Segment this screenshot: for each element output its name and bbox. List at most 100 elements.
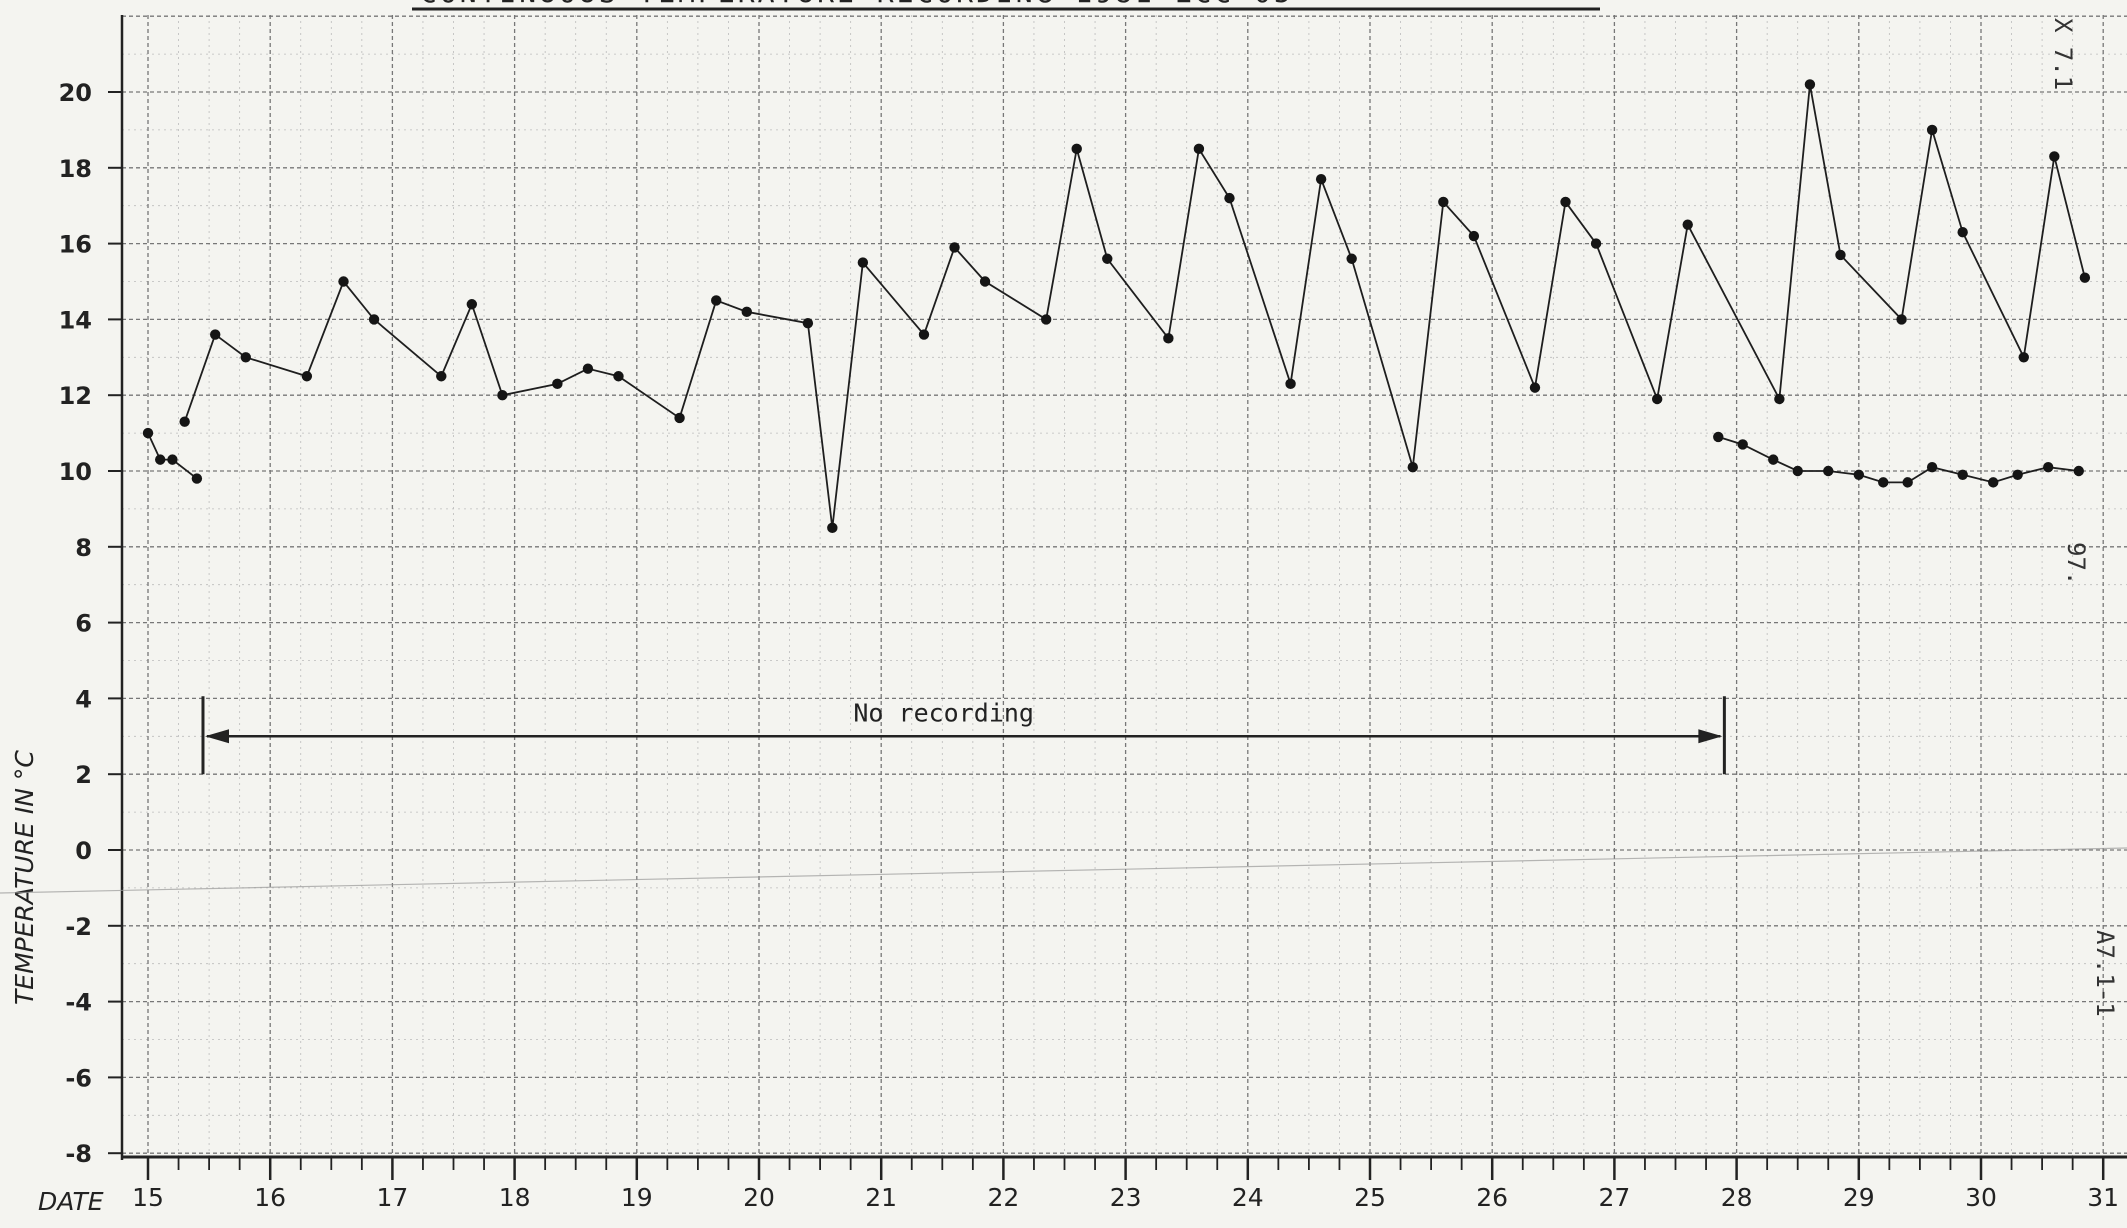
- data-point: [741, 306, 752, 318]
- major-grid: [122, 15, 2127, 1157]
- x-tick-label: 21: [865, 1183, 897, 1212]
- x-tick-label: 30: [1965, 1183, 1997, 1212]
- x-tick-label: 23: [1110, 1183, 1142, 1212]
- y-tick-label: 6: [75, 610, 92, 638]
- margin-note-figure: A7.1-1: [2091, 930, 2119, 1017]
- data-point: [582, 363, 594, 374]
- annotation-arrowhead-right: [1698, 729, 1723, 744]
- data-point: [2073, 465, 2084, 477]
- data-point: [613, 371, 624, 382]
- x-tick-label: 25: [1354, 1183, 1386, 1212]
- data-point: [1853, 469, 1865, 480]
- data-point: [1590, 238, 1602, 249]
- data-point: [1651, 393, 1663, 405]
- y-tick-label: 10: [59, 458, 92, 486]
- data-point: [711, 295, 722, 306]
- data-point: [857, 257, 869, 268]
- x-axis-label: DATE: [38, 1187, 104, 1216]
- data-point: [1071, 143, 1082, 155]
- data-point: [1560, 196, 1571, 208]
- x-tick-label: 27: [1598, 1183, 1630, 1212]
- data-point: [674, 412, 685, 424]
- data-point: [1926, 462, 1938, 473]
- data-point: [1768, 454, 1779, 465]
- x-tick-label: 28: [1721, 1183, 1753, 1212]
- data-point: [1468, 230, 1480, 242]
- x-tick-label: 20: [743, 1183, 775, 1212]
- margin-note-top: X 7.1: [2049, 18, 2077, 90]
- data-point: [918, 329, 930, 340]
- data-point: [301, 371, 313, 382]
- y-tick-label: 0: [75, 837, 92, 865]
- data-point: [240, 352, 251, 363]
- y-tick-label: 20: [59, 79, 92, 107]
- data-point: [2012, 469, 2023, 480]
- data-point: [436, 371, 447, 382]
- annotation-arrowhead-left: [204, 729, 229, 744]
- data-point: [2043, 462, 2054, 473]
- data-point: [1823, 465, 1834, 477]
- data-point: [338, 276, 349, 287]
- data-point: [2049, 151, 2060, 162]
- y-tick-label: 8: [75, 534, 92, 562]
- data-point: [1792, 465, 1803, 477]
- y-tick-label: -8: [65, 1140, 92, 1168]
- data-point: [1926, 124, 1938, 136]
- data-point: [1902, 477, 1913, 488]
- y-tick-label: 14: [59, 306, 92, 334]
- y-tick-label: -4: [65, 989, 92, 1017]
- data-point: [1224, 192, 1235, 204]
- data-point: [2018, 352, 2029, 363]
- x-tick-label: 18: [499, 1183, 531, 1212]
- x-tick-label: 29: [1843, 1183, 1875, 1212]
- data-point: [1737, 439, 1748, 450]
- data-point: [142, 427, 154, 439]
- scan-crease: [0, 847, 2127, 894]
- y-tick-label: -2: [65, 913, 92, 941]
- series-layer: [142, 79, 2091, 534]
- data-point: [1957, 469, 1968, 480]
- data-point: [1346, 253, 1357, 264]
- x-tick-label: 22: [987, 1183, 1019, 1212]
- data-point: [466, 299, 478, 310]
- x-tick-label: 15: [132, 1183, 164, 1212]
- data-point: [1878, 477, 1889, 488]
- data-point: [1407, 462, 1418, 473]
- x-tick-label: 16: [254, 1183, 286, 1212]
- x-tick-label: 24: [1232, 1183, 1264, 1212]
- y-tick-label: 4: [75, 685, 92, 713]
- data-point: [1315, 173, 1327, 185]
- x-tick-label: 26: [1476, 1183, 1508, 1212]
- data-point: [949, 242, 960, 253]
- data-point: [1774, 393, 1785, 405]
- data-point: [368, 314, 380, 325]
- y-tick-label: 16: [59, 231, 92, 259]
- data-point: [1682, 219, 1693, 230]
- annotation-label: No recording: [853, 698, 1034, 727]
- data-point: [1163, 333, 1174, 344]
- margin-note-page: 97.: [2062, 542, 2090, 585]
- data-point: [1835, 249, 1846, 261]
- data-point: [155, 454, 166, 465]
- data-point: [1193, 143, 1205, 155]
- data-point: [191, 473, 203, 484]
- data-point: [802, 317, 814, 329]
- data-point: [1896, 314, 1907, 325]
- data-point: [1102, 253, 1113, 264]
- data-point: [1957, 227, 1968, 238]
- y-tick-label: 12: [59, 382, 92, 410]
- data-point: [552, 378, 563, 390]
- data-point: [1529, 382, 1541, 393]
- y-tick-label: 18: [59, 155, 92, 183]
- data-point: [1438, 196, 1449, 208]
- data-point: [1804, 79, 1816, 90]
- minor-grid: [122, 15, 2127, 1157]
- data-point: [2079, 272, 2091, 283]
- data-point: [210, 329, 221, 340]
- no-recording-annotation: No recording: [201, 696, 1726, 775]
- x-tick-label: 17: [376, 1183, 408, 1212]
- x-tick-label: 31: [2087, 1183, 2119, 1212]
